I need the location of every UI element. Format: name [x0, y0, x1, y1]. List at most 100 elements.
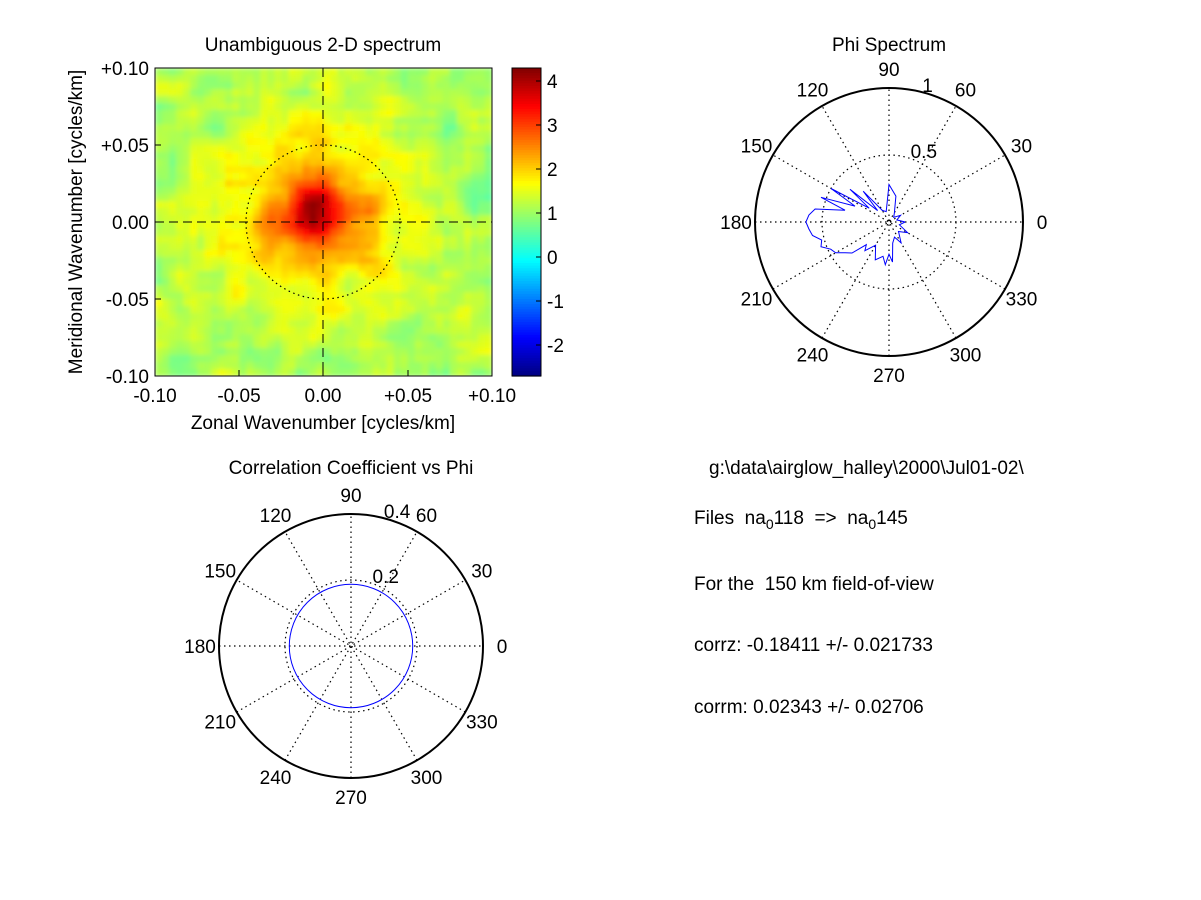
- heatmap-cell: [435, 173, 444, 181]
- heatmap-cell: [358, 110, 367, 118]
- heatmap-cell: [351, 96, 360, 104]
- heatmap-cell: [295, 180, 304, 188]
- heatmap-cell: [386, 152, 395, 160]
- heatmap-cell: [302, 89, 311, 97]
- heatmap-cell: [323, 320, 332, 328]
- heatmap-cell: [400, 187, 409, 195]
- heatmap-cell: [183, 124, 191, 132]
- heatmap-cell: [197, 173, 205, 181]
- heatmap-cell: [281, 320, 289, 328]
- heatmap-cell: [470, 166, 479, 174]
- heatmap-cell: [365, 299, 374, 307]
- heatmap-cell: [169, 68, 177, 76]
- heatmap-cell: [393, 250, 402, 258]
- heatmap-cell: [344, 159, 353, 167]
- heatmap-cell: [162, 201, 170, 209]
- heatmap-cells: [155, 68, 492, 376]
- heatmap-cell: [456, 145, 465, 153]
- heatmap-cell: [477, 334, 486, 342]
- heatmap-cell: [477, 103, 486, 111]
- heatmap-cell: [183, 117, 191, 125]
- heatmap-cell: [379, 229, 388, 237]
- heatmap-cell: [302, 348, 311, 356]
- heatmap-cell: [267, 320, 275, 328]
- heatmap-cell: [316, 313, 325, 321]
- heatmap-cell: [183, 362, 191, 370]
- heatmap-cell: [253, 82, 261, 90]
- heatmap-cell: [393, 348, 402, 356]
- heatmap-cell: [281, 306, 289, 314]
- colorbar-step: [512, 273, 541, 277]
- heatmap-cell: [358, 166, 367, 174]
- heatmap-cell: [232, 138, 240, 146]
- heatmap-cell: [295, 341, 304, 349]
- heatmap-cell: [407, 110, 416, 118]
- heatmap-cell: [407, 292, 416, 300]
- heatmap-cell: [435, 89, 444, 97]
- heatmap-cell: [435, 341, 444, 349]
- heatmap-cell: [379, 166, 388, 174]
- heatmap-cell: [239, 166, 247, 174]
- heatmap-cell: [449, 222, 458, 230]
- heatmap-cell: [414, 124, 423, 132]
- heatmap-cell: [330, 180, 339, 188]
- heatmap-cell: [288, 180, 297, 188]
- heatmap-cell: [211, 208, 219, 216]
- heatmap-cell: [302, 341, 311, 349]
- heatmap-cell: [400, 208, 409, 216]
- heatmap-cell: [176, 355, 184, 363]
- heatmap-cell: [365, 306, 374, 314]
- heatmap-cell: [281, 222, 289, 230]
- heatmap-cell: [288, 229, 297, 237]
- heatmap-cell: [344, 131, 353, 139]
- heatmap-cell: [260, 271, 268, 279]
- heatmap-cell: [288, 236, 297, 244]
- heatmap-cell: [442, 103, 451, 111]
- heatmap-cell: [309, 68, 318, 76]
- heatmap-cell: [155, 124, 163, 132]
- heatmap-cell: [428, 152, 437, 160]
- heatmap-cell: [449, 82, 458, 90]
- heatmap-cell: [281, 173, 289, 181]
- heatmap-cell: [197, 278, 205, 286]
- heatmap-cell: [393, 362, 402, 370]
- heatmap-cell: [204, 96, 212, 104]
- heatmap-cell: [435, 264, 444, 272]
- heatmap-cell: [330, 194, 339, 202]
- heatmap-cell: [344, 292, 353, 300]
- heatmap-cell: [435, 271, 444, 279]
- polar-angle-label: 60: [416, 506, 437, 527]
- heatmap-cell: [421, 320, 430, 328]
- heatmap-cell: [351, 243, 360, 251]
- heatmap-cell: [386, 96, 395, 104]
- polar-angle-label: 90: [878, 60, 899, 81]
- heatmap-cell: [428, 89, 437, 97]
- heatmap-cell: [372, 75, 381, 83]
- polar-angle-label: 180: [720, 213, 752, 234]
- heatmap-cell: [232, 292, 240, 300]
- heatmap-cell: [330, 236, 339, 244]
- heatmap-cell: [204, 278, 212, 286]
- heatmap-cell: [365, 194, 374, 202]
- heatmap-cell: [484, 96, 492, 104]
- heatmap-cell: [295, 145, 304, 153]
- colorbar-step: [512, 352, 541, 357]
- heatmap-cell: [169, 159, 177, 167]
- heatmap-cell: [204, 166, 212, 174]
- heatmap-cell: [330, 159, 339, 167]
- heatmap-cell: [484, 362, 492, 370]
- heatmap-cell: [281, 236, 289, 244]
- heatmap-cell: [295, 138, 304, 146]
- heatmap-cell: [190, 152, 198, 160]
- heatmap-cell: [176, 348, 184, 356]
- heatmap-cell: [470, 201, 479, 209]
- heatmap-cell: [183, 96, 191, 104]
- heatmap-cell: [232, 327, 240, 335]
- heatmap-cell: [274, 89, 282, 97]
- heatmap-cell: [253, 327, 261, 335]
- heatmap-cell: [155, 362, 163, 370]
- heatmap-cell: [281, 145, 289, 153]
- heatmap-cell: [239, 243, 247, 251]
- polar-angle-label: 240: [260, 768, 292, 789]
- heatmap-panel: Unambiguous 2-D spectrum -0.10 -0.05 0.0…: [66, 35, 516, 434]
